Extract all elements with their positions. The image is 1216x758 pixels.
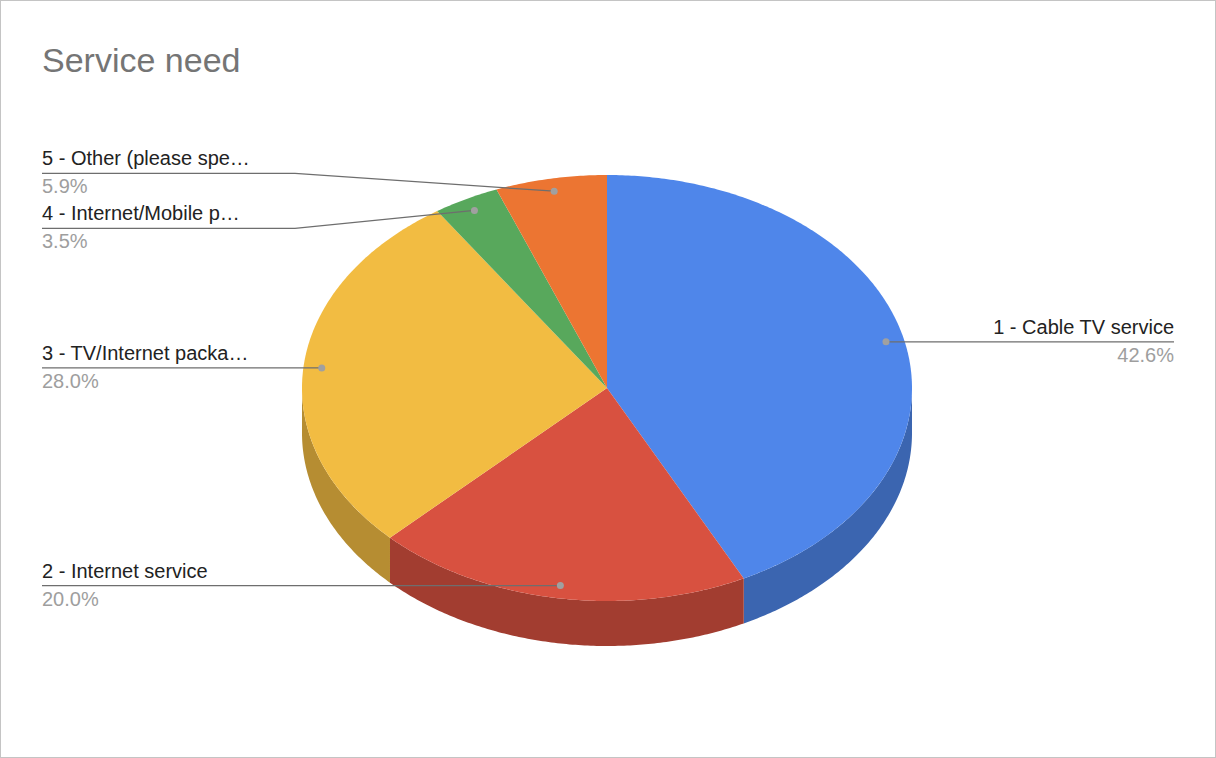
value-label: 28.0%	[42, 370, 99, 392]
leader-dot	[551, 188, 558, 195]
leader-dot	[471, 207, 478, 214]
chart: Service need 1 - Cable TV service 42.6% 2 -…	[0, 0, 1216, 758]
data-labels: 1 - Cable TV service 42.6% 2 - Internet se…	[42, 147, 1174, 609]
leader-line	[42, 585, 560, 586]
category-label: 3 - TV/Internet packa…	[42, 342, 248, 364]
frame	[1, 1, 1216, 758]
value-label: 42.6%	[1117, 344, 1174, 366]
slices	[302, 175, 912, 646]
category-label: 1 - Cable TV service	[993, 316, 1174, 338]
category-label: 2 - Internet service	[42, 560, 208, 582]
leader-line	[42, 367, 322, 368]
title: Service need	[42, 41, 240, 79]
value-label: 3.5%	[42, 230, 88, 252]
leader-dot	[882, 338, 889, 345]
leader-line	[886, 341, 1174, 342]
category-label: 5 - Other (please spe…	[42, 147, 250, 169]
slice	[497, 175, 607, 388]
leader-dot	[557, 582, 564, 589]
leader-dot	[318, 364, 325, 371]
value-label: 5.9%	[42, 175, 88, 197]
value-label: 20.0%	[42, 588, 99, 610]
category-label: 4 - Internet/Mobile p…	[42, 202, 240, 224]
leader-line	[42, 173, 554, 191]
